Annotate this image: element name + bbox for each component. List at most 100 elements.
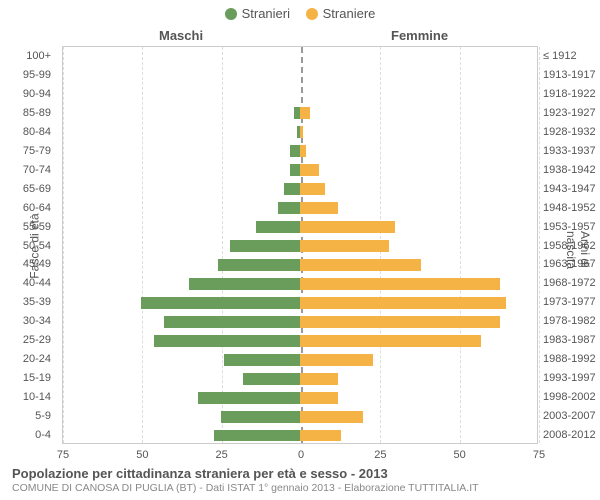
bar-female	[300, 373, 338, 385]
data-row: 75-791933-1937	[63, 142, 537, 161]
age-label: 35-39	[1, 293, 57, 312]
data-row: 30-341978-1982	[63, 312, 537, 331]
bar-female	[300, 392, 338, 404]
data-row: 15-191993-1997	[63, 369, 537, 388]
legend: Stranieri Straniere	[0, 6, 600, 23]
bar-female	[300, 145, 306, 157]
data-row: 40-441968-1972	[63, 274, 537, 293]
x-tick: 25	[374, 449, 386, 461]
birth-year-label: 1973-1977	[537, 293, 593, 312]
plot-area: 7550250255075100+≤ 191295-991913-191790-…	[62, 46, 538, 444]
birth-year-label: 1923-1927	[537, 104, 593, 123]
data-row: 60-641948-1952	[63, 199, 537, 218]
age-label: 65-69	[1, 180, 57, 199]
bar-female	[300, 316, 500, 328]
bar-male	[278, 202, 300, 214]
age-label: 0-4	[1, 426, 57, 445]
birth-year-label: 1943-1947	[537, 180, 593, 199]
legend-dot-female	[306, 8, 318, 20]
data-row: 25-291983-1987	[63, 331, 537, 350]
age-label: 75-79	[1, 142, 57, 161]
data-row: 100+≤ 1912	[63, 47, 537, 66]
bar-male	[221, 411, 300, 423]
bar-male	[154, 335, 300, 347]
bar-female	[300, 202, 338, 214]
bar-male	[290, 164, 300, 176]
age-label: 25-29	[1, 331, 57, 350]
bar-male	[214, 430, 300, 442]
data-row: 10-141998-2002	[63, 388, 537, 407]
bar-male	[256, 221, 300, 233]
age-label: 90-94	[1, 85, 57, 104]
bar-male	[224, 354, 300, 366]
x-tick: 0	[298, 449, 304, 461]
bar-male	[243, 373, 300, 385]
age-label: 80-84	[1, 123, 57, 142]
chart-subtitle: COMUNE DI CANOSA DI PUGLIA (BT) - Dati I…	[12, 482, 479, 494]
data-row: 65-691943-1947	[63, 180, 537, 199]
bar-male	[141, 297, 300, 309]
birth-year-label: 1983-1987	[537, 331, 593, 350]
age-label: 15-19	[1, 369, 57, 388]
bar-female	[300, 278, 500, 290]
birth-year-label: 1928-1932	[537, 123, 593, 142]
legend-label-female: Straniere	[323, 6, 376, 21]
bar-male	[218, 259, 301, 271]
age-label: 5-9	[1, 407, 57, 426]
age-label: 30-34	[1, 312, 57, 331]
data-row: 85-891923-1927	[63, 104, 537, 123]
data-row: 50-541958-1962	[63, 237, 537, 256]
bar-female	[300, 335, 481, 347]
legend-label-male: Stranieri	[242, 6, 290, 21]
age-label: 70-74	[1, 161, 57, 180]
header-female: Femmine	[391, 28, 448, 43]
birth-year-label: 1968-1972	[537, 274, 593, 293]
age-label: 60-64	[1, 199, 57, 218]
age-label: 55-59	[1, 218, 57, 237]
bar-female	[300, 221, 395, 233]
x-tick: 50	[136, 449, 148, 461]
bar-female	[300, 259, 421, 271]
birth-year-label: 1993-1997	[537, 369, 593, 388]
bar-female	[300, 183, 325, 195]
birth-year-label: 1998-2002	[537, 388, 593, 407]
age-label: 40-44	[1, 274, 57, 293]
age-label: 10-14	[1, 388, 57, 407]
birth-year-label: 1948-1952	[537, 199, 593, 218]
bar-female	[300, 297, 506, 309]
bar-male	[290, 145, 300, 157]
data-row: 80-841928-1932	[63, 123, 537, 142]
bar-male	[284, 183, 300, 195]
bar-female	[300, 126, 303, 138]
data-row: 20-241988-1992	[63, 350, 537, 369]
legend-item-female: Straniere	[306, 6, 376, 21]
age-label: 100+	[1, 47, 57, 66]
birth-year-label: 1988-1992	[537, 350, 593, 369]
birth-year-label: 1938-1942	[537, 161, 593, 180]
data-row: 45-491963-1967	[63, 255, 537, 274]
x-tick: 75	[533, 449, 545, 461]
birth-year-label: 2008-2012	[537, 426, 593, 445]
pyramid-chart: Stranieri Straniere Maschi Femmine Fasce…	[0, 0, 600, 500]
birth-year-label: 1953-1957	[537, 218, 593, 237]
legend-dot-male	[225, 8, 237, 20]
chart-footer: Popolazione per cittadinanza straniera p…	[12, 466, 479, 494]
bar-male	[164, 316, 300, 328]
bar-female	[300, 107, 310, 119]
age-label: 20-24	[1, 350, 57, 369]
birth-year-label: ≤ 1912	[537, 47, 593, 66]
bar-male	[198, 392, 300, 404]
chart-title: Popolazione per cittadinanza straniera p…	[12, 466, 479, 481]
age-label: 85-89	[1, 104, 57, 123]
birth-year-label: 1918-1922	[537, 85, 593, 104]
bar-female	[300, 240, 389, 252]
x-tick: 25	[216, 449, 228, 461]
x-tick: 50	[454, 449, 466, 461]
birth-year-label: 2003-2007	[537, 407, 593, 426]
age-label: 50-54	[1, 237, 57, 256]
data-row: 0-42008-2012	[63, 426, 537, 445]
age-label: 95-99	[1, 66, 57, 85]
data-row: 90-941918-1922	[63, 85, 537, 104]
birth-year-label: 1963-1967	[537, 255, 593, 274]
bar-female	[300, 411, 363, 423]
